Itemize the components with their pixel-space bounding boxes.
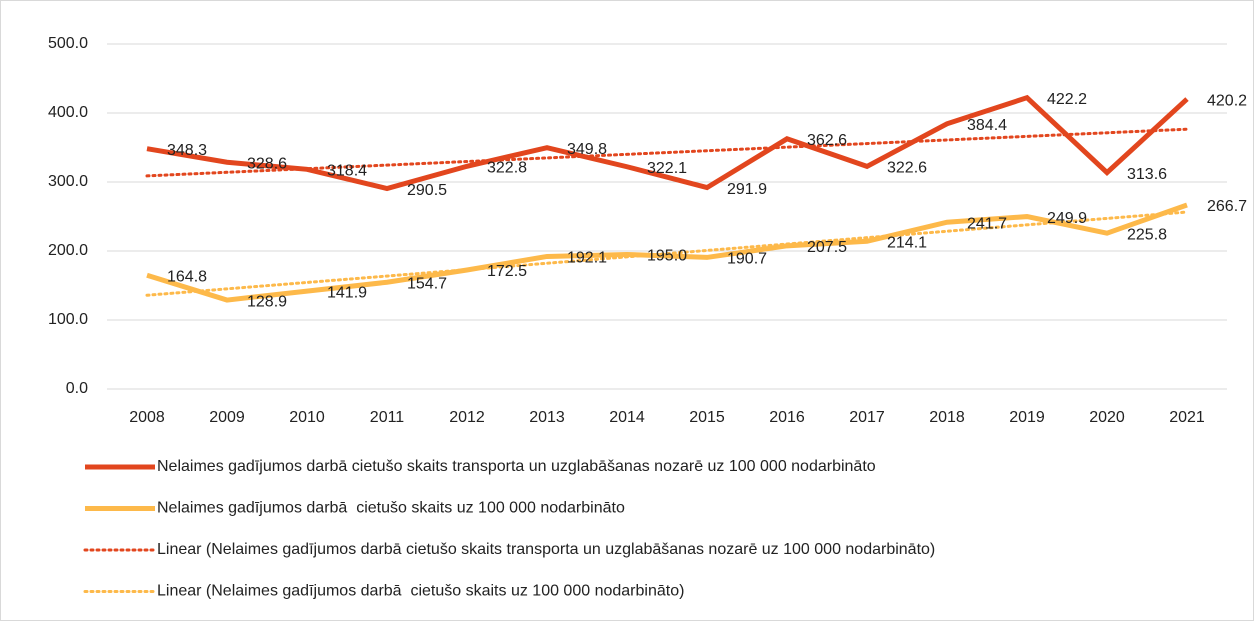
y-tick-label: 200.0	[48, 242, 88, 259]
y-tick-label: 400.0	[48, 104, 88, 121]
data-label: 154.7	[407, 275, 447, 292]
data-label: 128.9	[247, 293, 287, 310]
data-label: 322.1	[647, 160, 687, 177]
data-label: 164.8	[167, 269, 207, 286]
x-tick-label: 2020	[1089, 409, 1125, 426]
x-tick-label: 2018	[929, 409, 965, 426]
legend-label: Linear (Nelaimes gadījumos darbā cietušo…	[157, 583, 684, 600]
legend-label: Nelaimes gadījumos darbā cietušo skaits …	[157, 458, 876, 475]
x-tick-label: 2011	[370, 409, 405, 426]
data-label: 328.6	[247, 155, 287, 172]
data-label: 290.5	[407, 182, 447, 199]
data-label: 141.9	[327, 284, 367, 301]
legend-label: Nelaimes gadījumos darbā cietušo skaits …	[157, 500, 625, 517]
data-label: 322.6	[887, 160, 927, 177]
y-tick-label: 500.0	[48, 35, 88, 52]
trendline	[145, 127, 1189, 178]
x-tick-label: 2015	[689, 409, 725, 426]
data-label: 349.8	[567, 141, 607, 158]
x-tick-label: 2009	[209, 409, 245, 426]
data-label: 291.9	[727, 181, 767, 198]
legend-label: Linear (Nelaimes gadījumos darbā cietušo…	[157, 541, 935, 558]
data-label: 225.8	[1127, 226, 1167, 243]
data-label: 420.2	[1207, 92, 1247, 109]
data-label: 249.9	[1047, 210, 1087, 227]
x-tick-label: 2021	[1169, 409, 1205, 426]
data-label: 190.7	[727, 251, 767, 268]
x-tick-label: 2017	[849, 409, 885, 426]
data-label: 318.4	[327, 163, 367, 180]
data-label: 214.1	[887, 234, 927, 251]
series-line	[146, 94, 1189, 192]
x-tick-label: 2013	[529, 409, 565, 426]
series-line	[146, 202, 1188, 303]
data-label: 362.6	[807, 132, 847, 149]
data-label: 266.7	[1207, 198, 1247, 215]
data-label: 172.5	[487, 263, 527, 280]
x-tick-label: 2012	[449, 409, 485, 426]
data-label: 207.5	[807, 239, 847, 256]
x-tick-label: 2019	[1009, 409, 1045, 426]
data-label: 241.7	[967, 215, 1007, 232]
data-label: 384.4	[967, 117, 1007, 134]
data-label: 322.8	[487, 159, 527, 176]
data-label: 192.1	[567, 250, 607, 267]
data-label: 422.2	[1047, 91, 1087, 108]
x-tick-label: 2016	[769, 409, 805, 426]
y-tick-label: 100.0	[48, 311, 88, 328]
x-tick-label: 2008	[129, 409, 165, 426]
x-tick-label: 2014	[609, 409, 645, 426]
data-label: 348.3	[167, 142, 207, 159]
x-tick-label: 2010	[289, 409, 325, 426]
y-tick-label: 300.0	[48, 173, 88, 190]
data-label: 313.6	[1127, 166, 1167, 183]
data-label: 195.0	[647, 248, 687, 265]
y-tick-label: 0.0	[66, 380, 88, 397]
